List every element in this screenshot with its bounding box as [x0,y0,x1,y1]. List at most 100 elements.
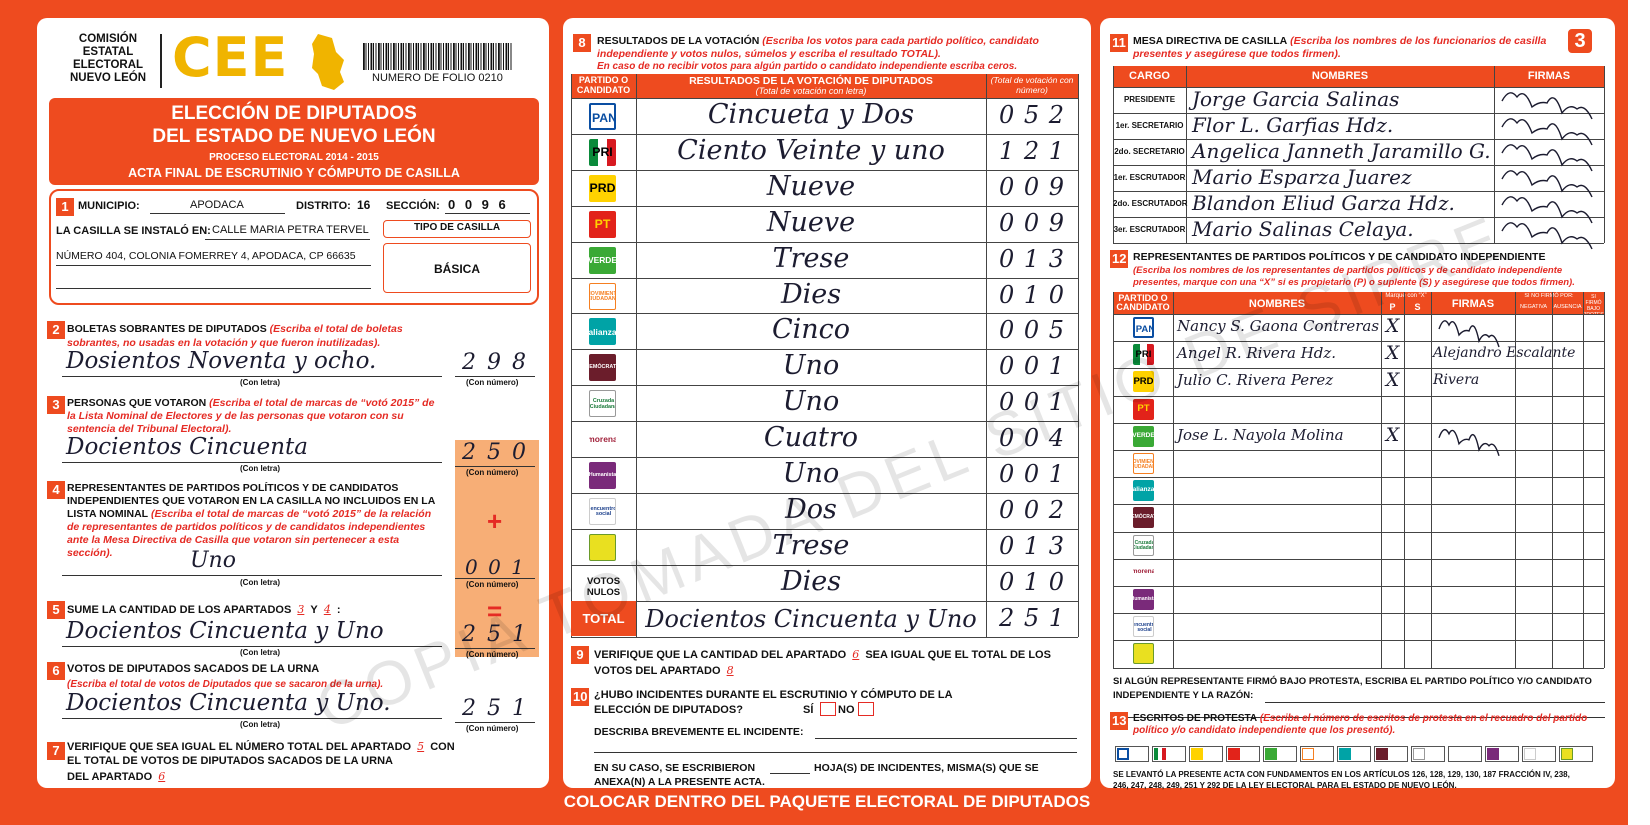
protest-box [1152,746,1186,762]
handwritten-number: 0 0 9 [998,172,1066,201]
handwritten-name: Jose L. Nayola Molina [1177,425,1344,444]
mini-logo [1450,748,1462,760]
text: BOLETAS SOBRANTES DE DIPUTADOS [67,323,267,335]
section2-heading: BOLETAS SOBRANTES DE DIPUTADOS (Escriba … [67,322,437,350]
checkbox [858,702,874,716]
caption: (Con letra) [240,648,280,657]
column-header: FIRMAS [1527,70,1571,82]
rule [205,239,370,240]
rule [56,265,371,266]
protest-box [1374,746,1408,762]
rule [1113,66,1114,243]
mini-logo [1228,748,1240,760]
text: (Escriba los votos para cada partido pol… [597,35,1039,60]
section7-line3: DEL APARTADO 6 [67,770,537,783]
text: (Escriba el total de marcas de “votó 201… [67,508,432,559]
rule [815,738,1077,739]
rule [636,74,637,637]
party-logo: alianza [589,318,616,346]
text: EL TOTAL DE VOTOS DE DIPUTADOS SACADOS D… [67,755,393,767]
handwritten-letters: Dos [785,493,837,525]
mini-logo [1302,748,1314,760]
handwritten-name: Julio C. Rivera Perez [1177,371,1334,390]
caption: (Con número) [466,378,519,387]
row-label: VOTOS NULOS [586,575,621,598]
rule [1173,292,1174,668]
rule [1113,422,1604,424]
handwritten-name: Flor L. Garfias Hdz. [1192,113,1394,137]
rule [56,288,371,289]
caption: (Con número) [466,580,519,589]
page-number: 3 [1566,27,1594,55]
party-label: Humanista [589,471,616,478]
legal-text: 246, 247, 248, 249, 251 Y 292 DE LA LEY … [1113,781,1457,790]
protest-box [1522,746,1556,762]
org-name: NUEVO LEÓN [69,72,147,84]
rule [62,646,442,647]
footer-banner: COLOCAR DENTRO DEL PAQUETE ELECTORAL DE … [563,792,1091,811]
party-label: PAN [1135,323,1154,335]
column-header: P [1389,302,1396,312]
handwritten-letters: Cinco [771,314,851,346]
party-logo: PAN [1133,317,1154,338]
handwritten-number: 2 9 8 [462,350,528,375]
party-logo: PRD [1133,371,1154,393]
party-label: VERDE [1133,432,1154,440]
rule [1113,243,1604,244]
handwritten-number: 0 0 1 [998,352,1066,381]
legal-text: SE LEVANTÓ LA PRESENTE ACTA CON FUNDAMEN… [1113,770,1570,779]
handwritten-mark: X [1385,315,1400,337]
section7-line2: EL TOTAL DE VOTOS DE DIPUTADOS SACADOS D… [67,755,537,767]
value: 0 0 9 6 [448,197,509,212]
text: SEA IGUAL QUE EL TOTAL DE LOS VOTOS DEL … [594,649,1051,677]
protest-box [1485,746,1519,762]
caption: (Con letra) [240,720,280,729]
rule [62,462,442,463]
handwritten-letters: Dosientos Noventa y ocho. [66,348,377,374]
handwritten-letters: Uno [782,350,840,382]
rule [455,648,535,649]
section-number: 8 [573,34,591,52]
rule [1113,314,1604,315]
text: VERIFIQUE QUE SEA IGUAL EL NÚMERO TOTAL … [67,741,412,753]
party-logo [1133,643,1154,665]
party-label: Cruzada Ciudadana [589,398,616,410]
caption: (Con número) [466,650,519,659]
handwritten-name: Mario Salinas Celaya. [1192,217,1414,241]
rule [1494,66,1495,243]
rule [455,466,535,467]
rule [571,205,1078,207]
text: 5 [417,740,425,753]
section8-heading: RESULTADOS DE LA VOTACIÓN (Escriba los v… [597,35,1077,61]
handwritten-letters: Dies [780,278,842,310]
party-logo: DEMÓCRATA [1133,507,1154,529]
handwritten-letters: Docientos Cincuenta y Uno. [66,690,391,716]
rule [571,421,1078,423]
rule [1078,74,1079,637]
party-logo: VERDE [589,246,616,274]
party-logo: encuentro social [589,497,616,525]
rule [571,169,1078,171]
label: DISTRITO: [296,200,351,212]
text: (Escriba los nombres de los funcionarios… [1133,35,1547,60]
rule [571,600,1078,602]
section6-heading: VOTOS DE DIPUTADOS SACADOS DE LA URNA [67,663,447,675]
handwritten-name: Angel R. Rivera Hdz. [1177,344,1337,363]
party-logo: MOVIMIENTO CIUDADANO [1133,453,1154,474]
column-header: SI NO FIRMÓ POR: [1524,293,1574,299]
operator: = [487,596,503,626]
rule [571,457,1078,458]
label: MUNICIPIO: [78,200,140,212]
section11-heading: MESA DIRECTIVA DE CASILLA (Escriba los n… [1133,35,1563,61]
handwritten-number: 0 0 2 [998,495,1066,524]
panel-middle [563,18,1091,788]
role: 3er. ESCRUTADOR [1113,225,1186,234]
rule [1604,292,1605,668]
mini-logo [1561,748,1573,760]
section3-heading: PERSONAS QUE VOTARON (Escriba el total d… [67,397,437,436]
org-name: COMISIÓN [78,33,138,45]
section-number: 2 [47,321,65,339]
handwritten-signature: Rivera [1433,372,1480,389]
party-label: PT [1137,403,1150,415]
